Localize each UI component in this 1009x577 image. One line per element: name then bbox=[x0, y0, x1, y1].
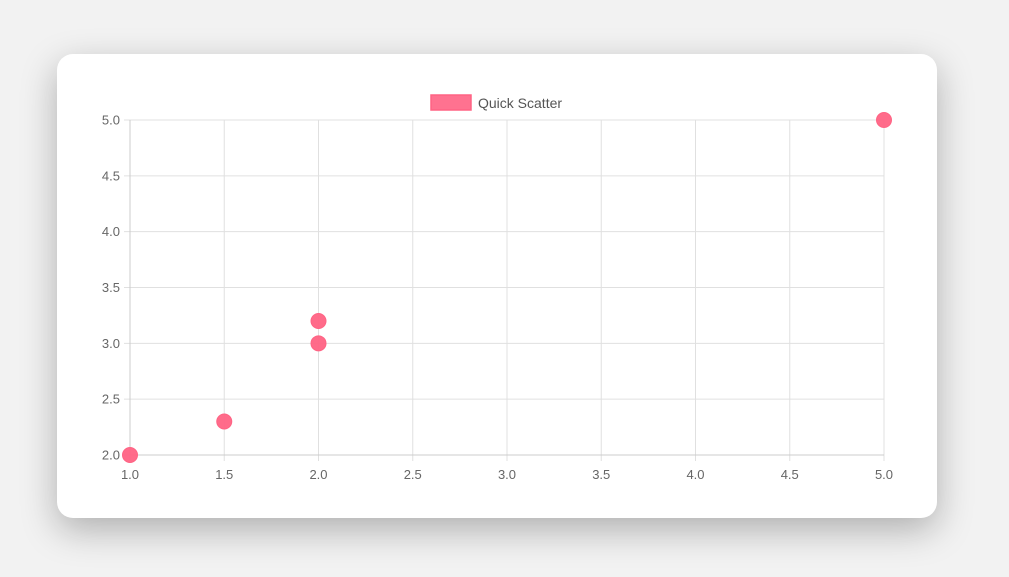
tick-labels: 1.0 1.5 2.0 2.5 3.0 3.5 4.0 4.5 5.0 2.0 2.5 3.0 3.5 4… bbox=[102, 113, 893, 483]
x-tick-label: 2.0 bbox=[309, 467, 327, 482]
x-tick-label: 1.5 bbox=[215, 467, 233, 482]
axes bbox=[129, 120, 884, 456]
data-point[interactable] bbox=[122, 447, 138, 463]
y-tick-label: 3.5 bbox=[102, 280, 120, 295]
y-tick-label: 3.0 bbox=[102, 336, 120, 351]
x-tick-label: 5.0 bbox=[875, 467, 893, 482]
y-tick-label: 4.0 bbox=[102, 224, 120, 239]
y-tick-label: 5.0 bbox=[102, 113, 120, 128]
legend-label[interactable]: Quick Scatter bbox=[478, 95, 562, 111]
data-points bbox=[122, 112, 892, 463]
x-tick-label: 3.0 bbox=[498, 467, 516, 482]
x-tick-label: 1.0 bbox=[121, 467, 139, 482]
data-point[interactable] bbox=[310, 335, 327, 352]
x-tick-label: 4.0 bbox=[686, 467, 704, 482]
legend-swatch[interactable] bbox=[430, 94, 472, 111]
x-tick-label: 4.5 bbox=[781, 467, 799, 482]
x-tick-label: 3.5 bbox=[592, 467, 610, 482]
data-point[interactable] bbox=[876, 112, 892, 128]
x-tick-label: 2.5 bbox=[404, 467, 422, 482]
data-point[interactable] bbox=[216, 413, 233, 430]
data-point[interactable] bbox=[310, 313, 327, 329]
chart-card bbox=[57, 54, 937, 518]
y-tick-label: 2.5 bbox=[102, 392, 120, 407]
grid-lines bbox=[124, 119, 885, 461]
legend[interactable]: Quick Scatter bbox=[430, 94, 562, 111]
y-tick-label: 4.5 bbox=[102, 168, 120, 183]
y-tick-label: 2.0 bbox=[102, 448, 120, 463]
